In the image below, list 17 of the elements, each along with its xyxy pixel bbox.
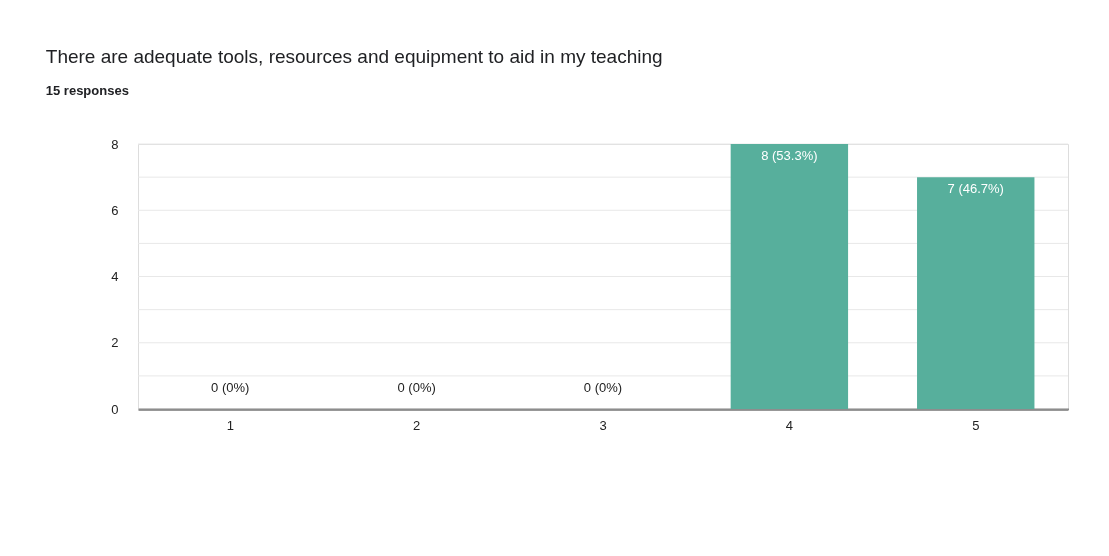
x-tick-label: 5 xyxy=(972,417,980,433)
data-label: 8 (53.3%) xyxy=(761,148,818,163)
x-tick-label: 4 xyxy=(785,417,793,433)
data-label: 0 (0%) xyxy=(211,380,250,395)
y-tick-label: 0 xyxy=(111,401,119,417)
x-tick-label: 3 xyxy=(599,417,607,433)
chart-title: There are adequate tools, resources and equipment to aid in my teaching xyxy=(45,46,663,67)
x-tick-label: 2 xyxy=(413,417,421,433)
y-tick-label: 2 xyxy=(111,335,119,351)
x-tick-label: 1 xyxy=(226,417,234,433)
y-tick-label: 8 xyxy=(111,136,119,152)
data-label: 7 (46.7%) xyxy=(947,181,1004,197)
chart-subtitle: 15 responses xyxy=(45,83,129,98)
y-tick-label: 4 xyxy=(111,269,119,284)
y-tick-label: 6 xyxy=(111,202,119,218)
data-label: 0 (0%) xyxy=(397,380,436,395)
data-label: 0 (0%) xyxy=(583,380,623,395)
